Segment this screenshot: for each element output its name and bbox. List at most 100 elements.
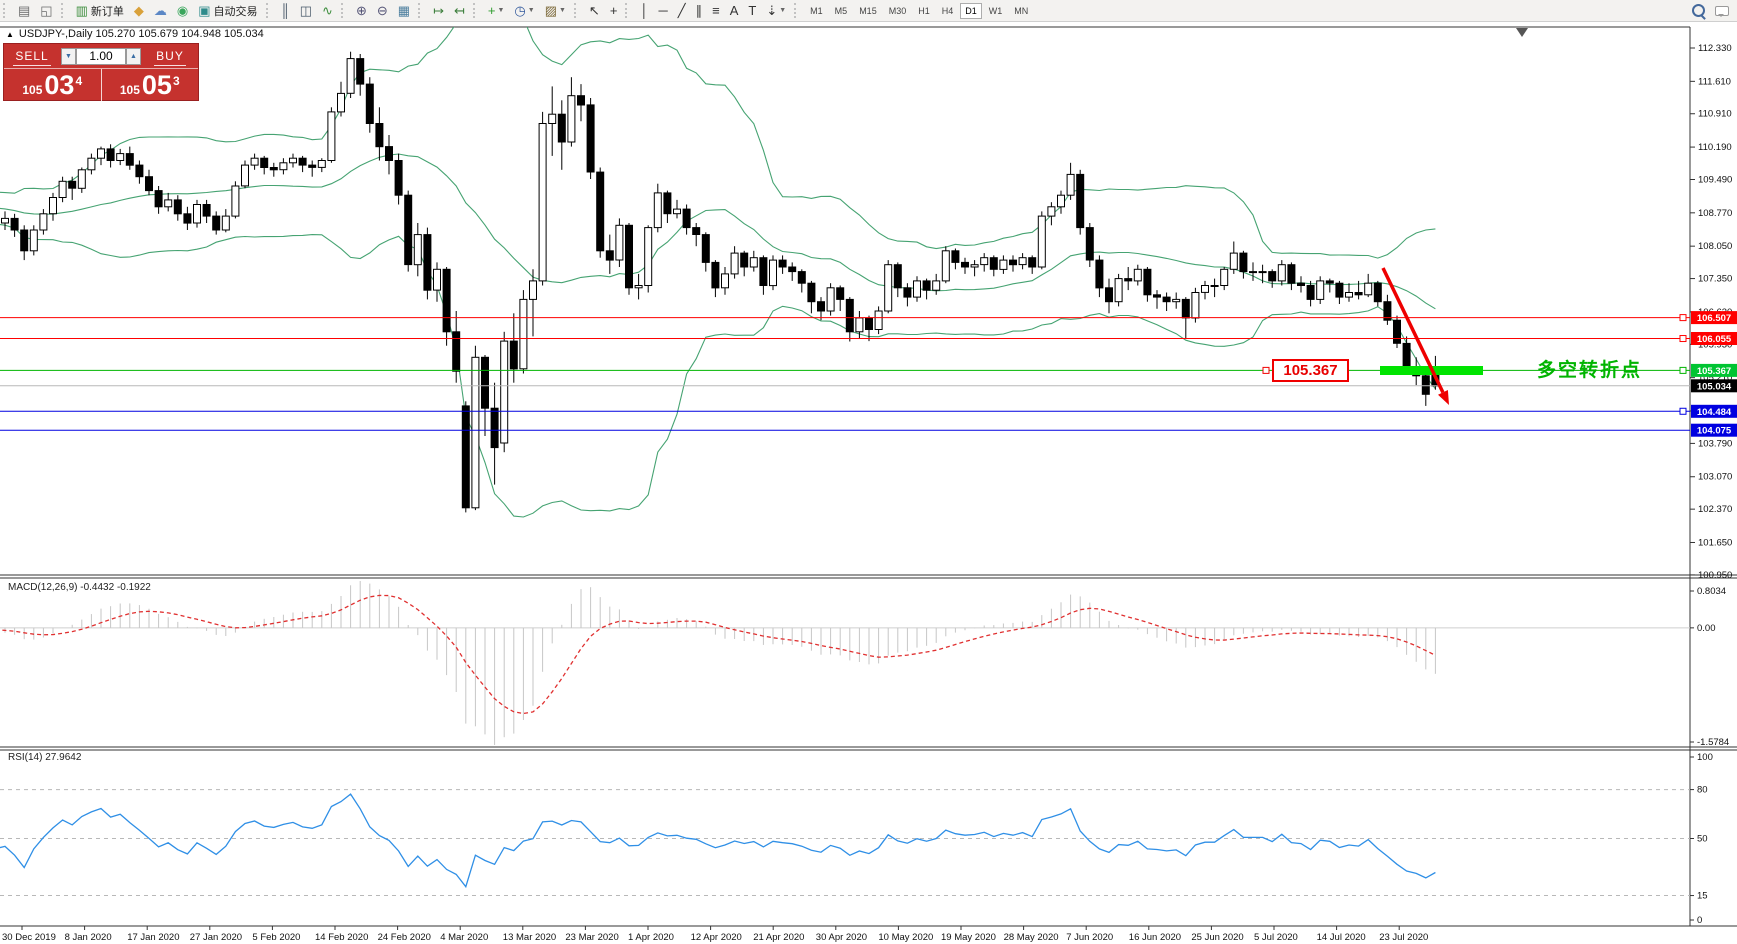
toolbar-group-handle[interactable] [265, 3, 272, 18]
new-order-button[interactable]: ▥ 新订单 [72, 0, 128, 21]
chart-shift-icon: ↤ [453, 3, 465, 18]
line-chart-button[interactable]: ∿ [318, 0, 337, 21]
timeframe-m5-button[interactable]: M5 [834, 5, 848, 16]
buy-price[interactable]: 105 05 3 [119, 70, 180, 100]
svg-text:112.330: 112.330 [1698, 43, 1732, 54]
sell-button[interactable]: SELL [4, 49, 60, 66]
volume-input[interactable] [76, 47, 126, 65]
dropdown-arrow-icon[interactable]: ▼ [527, 7, 535, 14]
svg-text:106.507: 106.507 [1697, 313, 1731, 324]
volume-down-button[interactable]: ▼ [61, 47, 76, 65]
data-window-icon: ◱ [40, 3, 53, 18]
trade-panel: SELL ▼ ▲ BUY 105 03 4 105 05 3 [3, 43, 199, 102]
crosshair-button[interactable]: + [606, 0, 622, 21]
svg-text:14 Feb 2020: 14 Feb 2020 [315, 932, 368, 943]
timeframe-w1-button[interactable]: W1 [988, 5, 1003, 16]
chat-icon[interactable] [1715, 5, 1729, 17]
volume-up-button[interactable]: ▲ [126, 47, 141, 65]
horizontal-lines[interactable] [0, 314, 1690, 431]
candlestick-icon: ◫ [299, 3, 313, 18]
cursor-button[interactable]: ↖ [585, 0, 604, 21]
auto-scroll-icon: ↦ [433, 3, 444, 18]
toolbar-group-handle[interactable] [60, 3, 67, 18]
timeframe-m15-button[interactable]: M15 [859, 5, 877, 16]
toolbar-group-handle[interactable] [625, 3, 631, 18]
svg-text:27 Jan 2020: 27 Jan 2020 [190, 932, 242, 943]
svg-text:23 Jul 2020: 23 Jul 2020 [1379, 932, 1428, 943]
toolbar-group-handle[interactable] [418, 3, 424, 18]
timeframe-mn-button[interactable]: MN [1014, 5, 1029, 16]
textlabel-icon: T [748, 3, 757, 18]
chart-shift-marker [1516, 28, 1528, 37]
chart-objects[interactable] [1262, 28, 1528, 405]
trend-arrow-head [1438, 390, 1449, 405]
periods-button[interactable]: ◷ ▼ [510, 0, 538, 21]
svg-text:50: 50 [1697, 834, 1708, 845]
dropdown-arrow-icon[interactable]: ▼ [779, 7, 787, 14]
svg-text:5 Jul 2020: 5 Jul 2020 [1254, 932, 1298, 943]
trendline-button[interactable]: ╱ [674, 0, 690, 21]
cursor-icon: ↖ [588, 3, 600, 18]
zoom-out-button[interactable]: ⊖ [373, 0, 392, 21]
annotation-text[interactable]: 多空转折点 [1537, 360, 1643, 381]
timeframe-m30-button[interactable]: M30 [888, 5, 907, 16]
collapse-triangle-icon[interactable]: ▲ [6, 29, 14, 39]
trendline-icon: ╱ [677, 3, 686, 18]
shapes-button[interactable]: ⇣ ▼ [762, 0, 790, 21]
fibonacci-button[interactable]: ≡ [708, 0, 724, 21]
sell-price[interactable]: 105 03 4 [4, 69, 102, 102]
search-icon[interactable] [1692, 4, 1705, 17]
candlestick-layer [1, 51, 1440, 513]
toolbar-group-handle[interactable] [573, 3, 580, 18]
vline-button[interactable]: │ [636, 0, 652, 21]
svg-text:101.650: 101.650 [1698, 537, 1732, 548]
dropdown-arrow-icon[interactable]: ▼ [497, 7, 505, 14]
date-axis[interactable]: 30 Dec 2019 8 Jan 2020 17 Jan 2020 27 Jan 2… [2, 926, 1428, 943]
styler-button[interactable]: ◆ [130, 0, 148, 21]
svg-text:13 Mar 2020: 13 Mar 2020 [503, 932, 556, 943]
macd-label: MACD(12,26,9) -0.4432 -0.1922 [8, 582, 151, 593]
zoom-in-button[interactable]: ⊕ [352, 0, 371, 21]
svg-text:110.910: 110.910 [1698, 109, 1732, 120]
timeframe-h4-button[interactable]: H4 [941, 5, 954, 16]
profiles-button[interactable]: ☁ [150, 0, 171, 21]
hline-button[interactable]: ─ [655, 0, 672, 21]
text-button[interactable]: A [726, 0, 743, 21]
tile-windows-button[interactable]: ▦ [394, 0, 414, 21]
buy-button[interactable]: BUY [142, 49, 198, 66]
bar-chart-button[interactable]: ║ [277, 0, 294, 21]
data-window-button[interactable]: ◱ [36, 0, 56, 21]
chart-shift-button[interactable]: ↤ [450, 0, 469, 21]
svg-text:0: 0 [1697, 915, 1702, 926]
timeframe-m1-button[interactable]: M1 [810, 5, 823, 16]
svg-text:30 Apr 2020: 30 Apr 2020 [816, 932, 867, 943]
autotrade-button[interactable]: ▣ 自动交易 [194, 0, 261, 21]
templates-button[interactable]: ▨ ▼ [541, 0, 570, 21]
svg-text:104.075: 104.075 [1697, 426, 1732, 437]
signals-button[interactable]: ◉ [173, 0, 192, 21]
svg-text:8 Jan 2020: 8 Jan 2020 [65, 932, 112, 943]
toolbar-group-handle[interactable] [3, 3, 9, 18]
profiles-icon: ☁ [153, 3, 167, 18]
auto-scroll-button[interactable]: ↦ [429, 0, 448, 21]
bollinger-bands [0, 27, 1436, 518]
price-callout-box[interactable]: 105.367 [1272, 358, 1349, 382]
symbol-title-text: USDJPY-,Daily 105.270 105.679 104.948 10… [18, 28, 264, 40]
toolbar-group-handle[interactable] [794, 3, 800, 18]
textlabel-button[interactable]: T [744, 0, 760, 21]
svg-text:23 Mar 2020: 23 Mar 2020 [565, 932, 618, 943]
timeframe-d1-button[interactable]: D1 [960, 2, 982, 19]
toolbar-group-handle[interactable] [472, 3, 479, 18]
svg-text:105.210: 105.210 [1698, 373, 1732, 384]
toolbar-group-handle[interactable] [340, 3, 347, 18]
timeframe-h1-button[interactable]: H1 [918, 5, 930, 16]
market-watch-button[interactable]: ▤ [14, 0, 34, 21]
svg-text:107.350: 107.350 [1698, 274, 1732, 285]
svg-text:0.00: 0.00 [1697, 623, 1716, 634]
indicators-icon: + [487, 3, 496, 18]
channel-button[interactable]: ∥ [692, 0, 707, 21]
candlestick-button[interactable]: ◫ [296, 0, 316, 21]
indicators-button[interactable]: + ▼ [484, 0, 509, 21]
dropdown-arrow-icon[interactable]: ▼ [558, 7, 566, 14]
svg-text:17 Jan 2020: 17 Jan 2020 [127, 932, 179, 943]
